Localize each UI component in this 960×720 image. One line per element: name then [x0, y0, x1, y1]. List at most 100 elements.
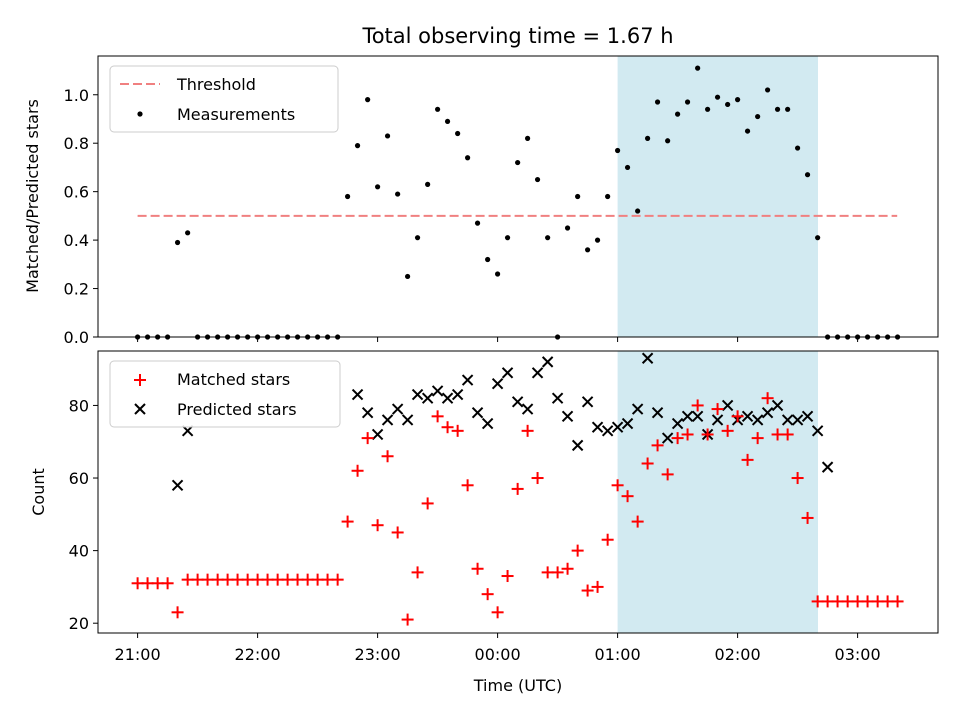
bottom-legend: Matched stars Predicted stars: [109, 360, 341, 428]
matched-stars-point: [591, 580, 604, 593]
top-legend: Threshold Measurements: [109, 65, 339, 133]
legend-measurements-swatch: [137, 111, 143, 117]
predicted-stars-point: [631, 403, 644, 415]
predicted-stars-point: [391, 403, 404, 415]
measurement-point: [185, 230, 191, 236]
measurement-point: [594, 237, 601, 243]
predicted-stars-point: [571, 439, 584, 452]
matched-stars-point: [701, 428, 714, 441]
predicted-stars-point: [821, 461, 834, 473]
measurement-point: [744, 128, 751, 134]
predicted-stars-point: [651, 406, 664, 419]
matched-stars-point: [531, 472, 544, 485]
matched-stars-point: [141, 577, 154, 590]
matched-stars-point: [781, 428, 794, 441]
measurement-point: [455, 130, 461, 137]
matched-stars-point: [771, 428, 784, 441]
predicted-stars-point: [711, 414, 724, 426]
chart-title: Total observing time = 1.67 h: [361, 24, 673, 48]
matched-stars-point: [361, 432, 374, 445]
y-tick-label: 20: [69, 614, 89, 633]
top-panel: 0.0 0.2 0.4 0.6 0.8 1.0 Matched/Predicted sta…: [23, 55, 939, 347]
matched-stars-point: [501, 570, 514, 583]
x-tick-label: 03:00: [835, 645, 881, 664]
matched-stars-point: [331, 573, 344, 586]
matched-stars-point: [431, 410, 444, 423]
predicted-stars-point: [541, 356, 554, 368]
measurement-point: [765, 87, 771, 93]
matched-stars-point: [581, 584, 594, 597]
measurement-point: [615, 147, 621, 154]
predicted-stars-point: [421, 392, 434, 404]
matched-stars-point: [491, 606, 504, 619]
predicted-stars-point: [521, 403, 534, 415]
matched-stars-point: [801, 511, 814, 524]
matched-stars-point: [421, 497, 434, 510]
matched-stars-point: [371, 519, 384, 532]
predicted-stars-point: [751, 414, 764, 426]
matched-stars-point: [411, 566, 424, 579]
matched-stars-point: [381, 450, 394, 463]
measurement-point: [585, 247, 591, 253]
legend-threshold-label: Threshold: [176, 75, 256, 94]
matched-stars-point: [201, 573, 214, 586]
matched-stars-point: [441, 421, 454, 434]
legend-matched-label: Matched stars: [177, 370, 290, 389]
measurement-point: [564, 225, 571, 231]
matched-stars-point: [761, 392, 774, 405]
x-tick-label: 21:00: [115, 645, 161, 664]
matched-stars-point: [891, 595, 904, 608]
y-tick-label: 0.2: [64, 280, 89, 299]
measurement-point: [785, 106, 791, 112]
predicted-stars-point: [461, 374, 474, 386]
predicted-stars-point: [781, 414, 794, 426]
measurement-point: [435, 106, 441, 112]
matched-stars-point: [651, 439, 664, 452]
matched-stars-point: [521, 424, 534, 437]
y-tick-label: 40: [69, 542, 89, 561]
matched-stars-point: [481, 588, 494, 601]
top-y-axis-label: Matched/Predicted stars: [23, 99, 42, 293]
predicted-stars-point: [351, 388, 364, 401]
matched-stars-point: [231, 573, 244, 586]
measurement-point: [365, 97, 371, 103]
matched-stars-point: [171, 606, 184, 619]
predicted-stars-point: [581, 396, 594, 408]
predicted-stars-point: [411, 388, 424, 401]
measurement-point: [545, 235, 551, 241]
predicted-stars-point: [531, 367, 544, 379]
predicted-stars-point: [721, 399, 734, 412]
predicted-stars-point: [691, 410, 704, 423]
measurement-point: [414, 235, 421, 241]
bottom-shaded-region: [617, 351, 818, 633]
predicted-stars-point: [771, 399, 784, 412]
matched-stars-point: [611, 479, 624, 492]
top-plot-frame: [97, 55, 939, 338]
y-tick-label: 0.8: [64, 134, 89, 153]
y-tick-label: 80: [69, 396, 89, 415]
matched-stars-point: [681, 428, 694, 441]
matched-stars-point: [461, 479, 474, 492]
matched-stars-point: [721, 424, 734, 437]
predicted-stars-point: [401, 414, 414, 426]
matched-stars-point: [741, 453, 754, 466]
measurement-point: [485, 256, 491, 263]
predicted-stars-point: [661, 432, 674, 444]
bottom-legend-box: [109, 360, 341, 428]
matched-stars-point: [751, 432, 764, 445]
matched-stars-point: [451, 424, 464, 437]
predicted-stars-point: [761, 406, 774, 419]
matched-stars-point: [561, 562, 574, 575]
matched-stars-point: [641, 457, 654, 470]
predicted-stars-point: [451, 388, 464, 401]
matched-stars-point: [321, 573, 334, 586]
legend-predicted-swatch: [134, 403, 146, 415]
predicted-stars-point: [551, 392, 564, 404]
measurement-point: [624, 164, 631, 171]
measurement-point: [695, 65, 701, 71]
legend-predicted-label: Predicted stars: [177, 400, 297, 419]
predicted-stars-point: [361, 406, 374, 419]
matched-stars-point: [661, 468, 674, 481]
x-tick-label: 22:00: [235, 645, 281, 664]
